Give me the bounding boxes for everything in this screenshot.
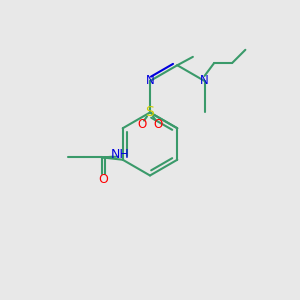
Text: N: N — [200, 74, 209, 88]
Text: N: N — [146, 74, 154, 88]
Text: NH: NH — [110, 148, 129, 161]
Text: O: O — [137, 118, 146, 131]
Text: O: O — [154, 118, 163, 131]
Text: O: O — [99, 173, 109, 186]
Text: S: S — [146, 106, 154, 119]
